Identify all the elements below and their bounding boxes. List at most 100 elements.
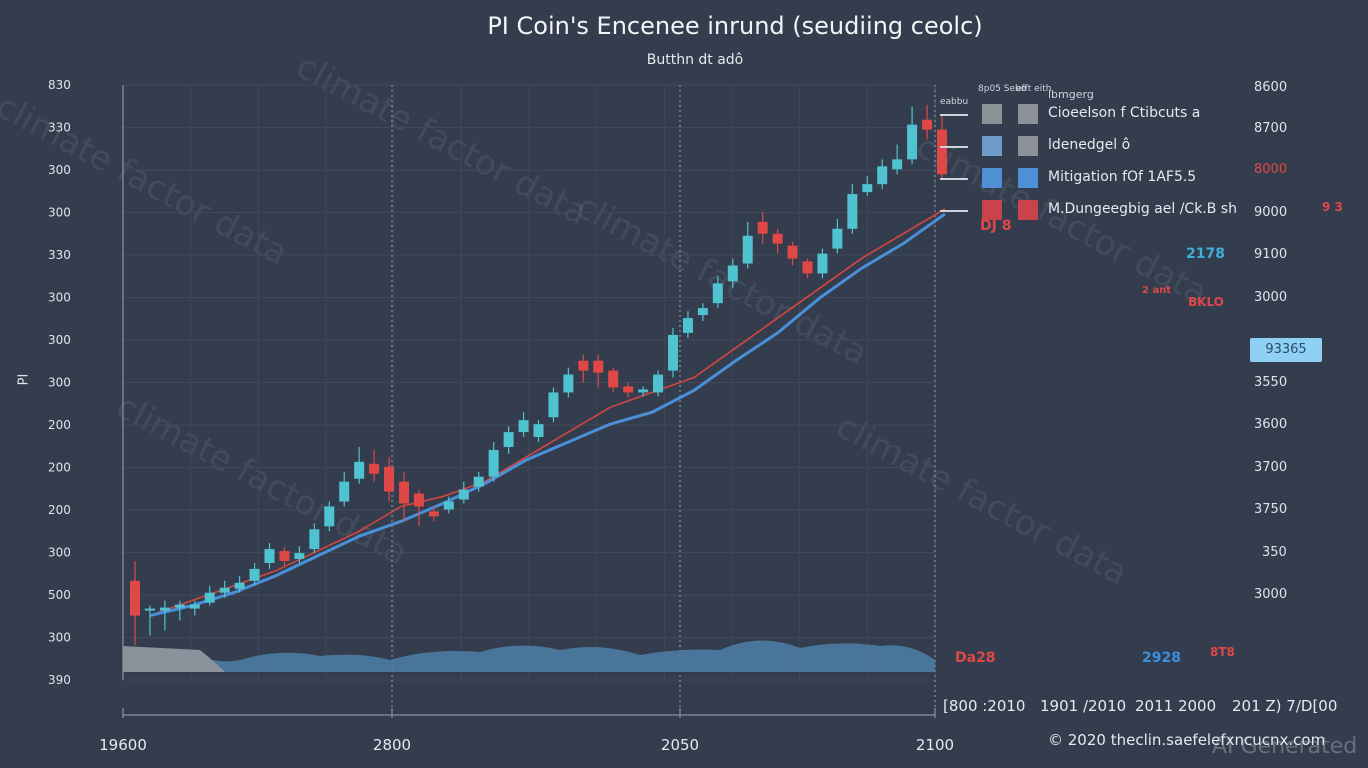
y-tick-label: 300 — [48, 546, 71, 560]
legend-label: M.Dungeegbig ael /Ck.B sh — [1048, 201, 1237, 217]
legend-swatch — [982, 200, 1002, 220]
candle-body — [354, 461, 365, 479]
legend-swatch — [1018, 136, 1038, 156]
legend-swatch — [982, 136, 1002, 156]
candle-body — [219, 587, 230, 593]
legend-swatch — [1018, 168, 1038, 188]
ai-generated-label: AI Generated — [1212, 734, 1358, 759]
volume-area — [123, 640, 935, 672]
candle-body — [668, 334, 678, 371]
right-axis-label: 9100 — [1254, 247, 1288, 262]
right-axis-label: 3000 — [1254, 587, 1288, 602]
y-tick-label: 390 — [48, 673, 71, 687]
legend-label: Mitigation fOf 1AF5.5 — [1048, 169, 1197, 185]
year-label: 1901 /2010 — [1040, 697, 1127, 715]
candle-body — [279, 551, 290, 561]
candle-body — [578, 360, 589, 371]
candle-body — [443, 501, 454, 510]
candle-body — [922, 119, 933, 130]
candle-body — [324, 506, 335, 527]
candle-body — [473, 476, 484, 487]
annotation: 2928 — [1142, 650, 1181, 666]
candle-body — [697, 308, 708, 316]
y-tick-label: 330 — [48, 248, 71, 262]
candle-body — [249, 568, 260, 581]
year-label: 2011 2000 — [1135, 697, 1217, 715]
candle-body — [428, 511, 439, 517]
copyright-footer: © 2020 theclin.saefelefxncucnx.com — [1048, 731, 1326, 749]
annotation: 2178 — [1186, 246, 1225, 262]
candle-body — [772, 233, 783, 244]
candle-body — [159, 607, 170, 611]
chart-subtitle: Butthn dt adô — [646, 52, 744, 68]
year-label: 201 Z) 7/D[00 — [1232, 697, 1338, 715]
legend-header: lbmgerg — [1048, 88, 1094, 101]
candle-body — [623, 386, 634, 393]
y-tick-label: 300 — [48, 206, 71, 220]
candle-body — [533, 424, 544, 438]
ma-blue-line — [149, 212, 946, 618]
right-axis-label: 3700 — [1254, 460, 1288, 475]
candle-body — [787, 245, 798, 259]
candle-body — [742, 235, 753, 264]
legend-item: M.Dungeegbig ael /Ck.B sh — [940, 200, 1270, 222]
legend-label: ldenedgel ô — [1048, 137, 1131, 153]
y-tick-label: 200 — [48, 461, 71, 475]
candle-body — [802, 261, 813, 274]
right-axis-label: 3750 — [1254, 502, 1288, 517]
candle-body — [488, 449, 499, 477]
candle-body — [189, 604, 200, 609]
legend-item: Cioeelson f Ctibcuts a — [940, 104, 1270, 126]
volume-area-gray — [123, 646, 225, 672]
legend-line — [940, 178, 968, 180]
candle-body — [548, 392, 559, 418]
y-axis-label: PI — [16, 373, 32, 386]
candle-body — [384, 466, 395, 492]
candle-body — [892, 159, 903, 170]
candle-body — [862, 184, 873, 193]
y-tick-label: 300 — [48, 376, 71, 390]
candle-body — [817, 253, 828, 274]
y-tick-label: 830 — [48, 78, 71, 92]
candle-body — [174, 604, 185, 608]
annotation: 9 3 — [1322, 200, 1343, 214]
legend-swatch — [982, 104, 1002, 124]
current-price-badge: 93365 — [1250, 338, 1322, 362]
ma-red-line — [149, 208, 946, 617]
x-tick-label: 19600 — [99, 736, 147, 754]
annotation: 8T8 — [1210, 645, 1235, 659]
y-tick-label: 200 — [48, 503, 71, 517]
legend-header: efft eith — [1016, 84, 1052, 94]
candle-body — [369, 463, 380, 474]
candle-body — [309, 529, 320, 550]
y-tick-label: 200 — [48, 418, 71, 432]
x-tick-label: 2100 — [916, 736, 954, 754]
candle-body — [907, 124, 918, 160]
candle-body — [294, 553, 305, 560]
legend-item: Mitigation fOf 1AF5.5 — [940, 168, 1270, 190]
annotation: 2 ant — [1142, 285, 1172, 296]
candle-body — [847, 194, 858, 229]
legend-header: eabbu — [940, 97, 969, 107]
right-axis-label: 9000 — [1254, 205, 1288, 220]
candle-body — [503, 432, 514, 447]
candle-body — [458, 489, 469, 500]
y-tick-label: 300 — [48, 291, 71, 305]
y-tick-label: 300 — [48, 333, 71, 347]
legend-label: Cioeelson f Ctibcuts a — [1048, 105, 1201, 121]
candle-body — [832, 228, 843, 249]
right-axis-label: 3550 — [1254, 375, 1288, 390]
y-tick-label: 300 — [48, 631, 71, 645]
candle-body — [593, 360, 604, 373]
right-axis-label: 8600 — [1254, 80, 1288, 95]
legend-item: ldenedgel ô — [940, 136, 1270, 158]
legend-swatch — [982, 168, 1002, 188]
candle-body — [204, 592, 215, 603]
candle-body — [563, 374, 574, 393]
candle-body — [144, 608, 155, 611]
annotation: BKLO — [1188, 295, 1224, 309]
chart-title: PI Coin's Encenee inrund (seudiing ceolc… — [487, 12, 983, 40]
y-tick-label: 330 — [48, 121, 71, 135]
candle-body — [937, 129, 947, 175]
right-axis-label: 8000 — [1254, 162, 1288, 177]
